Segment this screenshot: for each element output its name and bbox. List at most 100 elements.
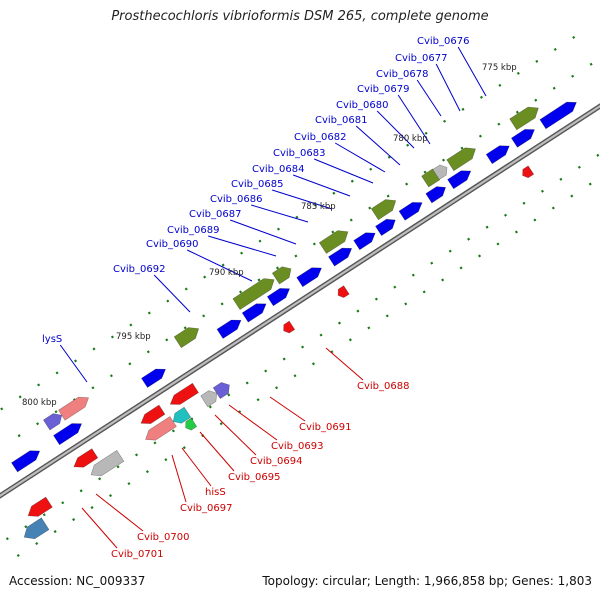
gene-reverse-cyan xyxy=(172,406,192,424)
kbp-scale-labels: 775 kbp 780 kbp 785 kbp 790 kbp 795 kbp 800 k… xyxy=(22,63,517,408)
guide-tick xyxy=(332,191,336,195)
kbp-label: 775 kbp xyxy=(482,63,517,73)
label-leader-lines xyxy=(59,46,487,549)
guide-tick xyxy=(295,215,299,219)
gene-forward-slate xyxy=(42,413,63,431)
gene-reverse-steel xyxy=(23,517,50,540)
gene-label-cvib_0684: Cvib_0684 xyxy=(252,164,304,175)
guide-tick xyxy=(596,153,600,157)
leader-line xyxy=(355,125,401,166)
guide-tick xyxy=(459,266,463,270)
guide-tick xyxy=(406,143,410,147)
guide-tick xyxy=(479,95,483,99)
guide-tick xyxy=(423,170,427,174)
guide-tick xyxy=(572,35,576,39)
guide-tick xyxy=(257,278,261,282)
gene-forward-olive xyxy=(271,266,292,285)
guide-tick xyxy=(331,230,335,234)
guide-tick xyxy=(485,225,489,229)
kbp-label: 780 kbp xyxy=(393,134,428,144)
gene-label-cvib_0701: Cvib_0701 xyxy=(111,549,163,560)
guide-tick xyxy=(404,302,408,306)
leader-line xyxy=(208,235,277,257)
gene-forward-blue xyxy=(11,450,41,473)
gene-forward-blue xyxy=(53,423,83,446)
guide-tick xyxy=(424,131,428,135)
kbp-label: 790 kbp xyxy=(209,268,244,278)
gene-label-cvib_0693: Cvib_0693 xyxy=(271,441,323,452)
guide-tick xyxy=(145,470,149,474)
guide-tick xyxy=(311,362,315,366)
leader-line xyxy=(334,142,386,173)
gene-forward-blue xyxy=(447,170,472,190)
guide-tick xyxy=(108,494,113,498)
gene-label-cvib_0679: Cvib_0679 xyxy=(357,84,409,95)
guide-tick xyxy=(356,309,360,313)
guide-tick xyxy=(570,194,574,198)
gene-forward-blue xyxy=(266,288,291,307)
guide-tick xyxy=(577,165,581,169)
guide-tick xyxy=(239,290,243,294)
guide-tick xyxy=(90,506,94,510)
accession-text: Accession: NC_009337 xyxy=(9,574,146,588)
guide-tick xyxy=(441,278,445,282)
guide-tick xyxy=(219,422,223,426)
gene-label-cvib_0692: Cvib_0692 xyxy=(113,264,165,275)
gene-reverse-slate xyxy=(212,382,230,400)
gene-reverse-green xyxy=(185,417,198,431)
gene-forward-olive xyxy=(173,327,200,349)
guide-tick xyxy=(589,62,593,66)
gene-forward-olive xyxy=(318,230,349,254)
gene-forward-olive xyxy=(509,106,539,131)
guide-tick xyxy=(348,338,352,342)
guide-tick xyxy=(515,110,519,114)
guide-tick xyxy=(467,237,471,241)
guide-tick xyxy=(227,393,231,397)
gene-reverse-red xyxy=(169,382,199,405)
guide-tick xyxy=(258,239,262,243)
guide-tick xyxy=(534,98,538,102)
leader-line xyxy=(272,189,333,210)
guide-tick xyxy=(349,218,353,222)
guide-tick xyxy=(79,489,83,493)
guide-tick xyxy=(164,458,168,462)
gene-forward-blue xyxy=(328,247,353,267)
guide-tick xyxy=(72,518,76,522)
gene-forward-pink xyxy=(58,396,90,421)
gene-forward-blue xyxy=(241,303,267,323)
gene-label-cvib_0689: Cvib_0689 xyxy=(167,225,219,236)
guide-tick xyxy=(533,218,537,222)
guide-tick xyxy=(368,206,372,210)
leader-line xyxy=(376,110,415,149)
leader-line xyxy=(230,219,297,245)
leader-line xyxy=(95,493,144,532)
guide-tick xyxy=(385,314,389,318)
guide-tick xyxy=(551,206,555,210)
gene-forward-blue xyxy=(398,202,423,221)
guide-tick xyxy=(312,242,316,246)
gene-reverse-gray xyxy=(90,449,125,477)
gene-reverse-red xyxy=(140,404,166,424)
guide-tick xyxy=(275,266,279,270)
guide-tick xyxy=(374,297,378,301)
guide-tick xyxy=(387,155,391,159)
leader-line xyxy=(199,431,235,472)
gene-label-cvib_0695: Cvib_0695 xyxy=(228,472,280,483)
guide-tick xyxy=(540,189,544,193)
guide-tick xyxy=(220,302,224,306)
guide-tick xyxy=(203,275,207,279)
guide-tick xyxy=(319,333,323,337)
gene-forward-blue xyxy=(485,145,510,165)
guide-tick xyxy=(553,47,557,51)
gene-forward-blue xyxy=(539,101,577,130)
leader-line xyxy=(251,204,309,223)
gene-label-cvib_0697: Cvib_0697 xyxy=(180,503,232,514)
guide-tick xyxy=(16,553,20,558)
guide-tick xyxy=(571,74,575,78)
leader-line xyxy=(181,447,212,487)
guide-tick xyxy=(393,285,397,289)
guide-tick xyxy=(208,405,212,409)
leader-line xyxy=(313,158,374,184)
